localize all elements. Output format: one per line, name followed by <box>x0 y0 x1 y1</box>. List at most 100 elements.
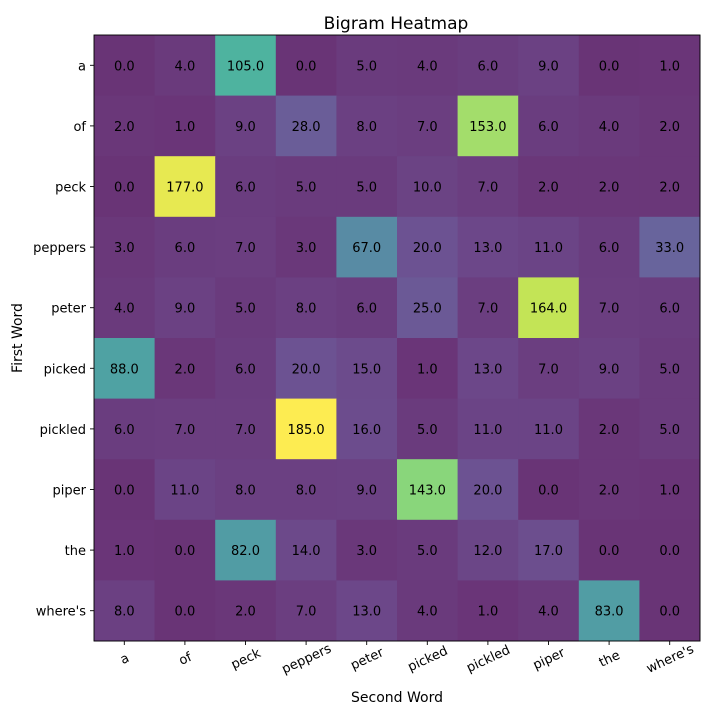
cell-value-label: 5.0 <box>417 544 438 559</box>
heatmap-cell <box>275 519 337 581</box>
heatmap-cell <box>518 35 580 97</box>
x-tick-label: piper <box>531 645 568 673</box>
heatmap-cell <box>457 95 519 157</box>
cell-value-label: 13.0 <box>352 605 381 620</box>
cell-value-label: 2.0 <box>175 362 196 377</box>
heatmap-cell <box>154 459 216 521</box>
heatmap-cell <box>215 35 277 97</box>
cell-value-label: 4.0 <box>417 59 438 74</box>
cell-value-label: 1.0 <box>659 484 680 499</box>
heatmap-cell <box>518 277 580 339</box>
cell-value-label: 1.0 <box>175 120 196 135</box>
cell-value-label: 14.0 <box>292 544 321 559</box>
cell-value-label: 8.0 <box>235 484 256 499</box>
heatmap-cell <box>215 580 277 642</box>
cell-value-label: 2.0 <box>659 181 680 196</box>
cell-value-label: 13.0 <box>473 362 502 377</box>
heatmap-cell <box>639 338 701 400</box>
heatmap-cell <box>639 519 701 581</box>
x-tick-label: the <box>597 648 623 671</box>
heatmap-cell <box>397 156 459 218</box>
heatmap-cell <box>397 398 459 460</box>
cell-value-label: 5.0 <box>356 181 377 196</box>
plot-frame <box>93 34 701 642</box>
cell-value-label: 0.0 <box>659 544 680 559</box>
heatmap-cell <box>94 338 156 400</box>
heatmap-cell <box>578 216 640 278</box>
cell-value-label: 67.0 <box>352 241 381 256</box>
heatmap-cell <box>457 580 519 642</box>
x-tick-label: of <box>177 650 195 669</box>
cell-value-label: 7.0 <box>417 120 438 135</box>
cell-value-label: 15.0 <box>352 362 381 377</box>
heatmap-cell <box>154 277 216 339</box>
heatmap-cell <box>457 35 519 97</box>
x-tick-label: peppers <box>280 641 334 677</box>
cell-value-label: 5.0 <box>417 423 438 438</box>
cell-value-label: 0.0 <box>114 59 135 74</box>
heatmap-cell <box>336 398 398 460</box>
heatmap-cell <box>457 519 519 581</box>
cell-value-label: 12.0 <box>473 544 502 559</box>
cell-value-label: 25.0 <box>413 302 442 317</box>
heatmap-cell <box>397 216 459 278</box>
cell-value-label: 0.0 <box>114 181 135 196</box>
cell-value-label: 5.0 <box>659 362 680 377</box>
cell-value-label: 3.0 <box>296 241 317 256</box>
heatmap-cell <box>94 95 156 157</box>
heatmap-cell <box>518 459 580 521</box>
cell-value-label: 105.0 <box>227 59 264 74</box>
cell-value-label: 1.0 <box>417 362 438 377</box>
cell-value-label: 88.0 <box>110 362 139 377</box>
heatmap-cell <box>215 519 277 581</box>
y-tick-label: piper <box>53 484 87 499</box>
cell-value-label: 7.0 <box>235 241 256 256</box>
heatmap-cell <box>94 459 156 521</box>
cell-value-label: 0.0 <box>599 59 620 74</box>
heatmap-cell <box>154 398 216 460</box>
heatmap-cell <box>154 156 216 218</box>
heatmap-cell <box>397 338 459 400</box>
cell-value-label: 4.0 <box>417 605 438 620</box>
heatmap-cell <box>518 216 580 278</box>
cell-value-label: 4.0 <box>114 302 135 317</box>
cell-value-label: 6.0 <box>114 423 135 438</box>
heatmap-cell <box>578 519 640 581</box>
heatmap-cell <box>397 95 459 157</box>
heatmap-cell <box>578 35 640 97</box>
cell-value-label: 82.0 <box>231 544 260 559</box>
cell-value-label: 7.0 <box>296 605 317 620</box>
cell-value-label: 6.0 <box>599 241 620 256</box>
cell-value-label: 3.0 <box>356 544 377 559</box>
heatmap-cell <box>215 277 277 339</box>
cell-value-label: 0.0 <box>175 544 196 559</box>
cell-value-label: 4.0 <box>538 605 559 620</box>
cell-value-label: 9.0 <box>356 484 377 499</box>
x-axis-title: Second Word <box>351 690 443 706</box>
cell-value-label: 6.0 <box>175 241 196 256</box>
heatmap-cell <box>518 519 580 581</box>
cell-value-label: 7.0 <box>599 302 620 317</box>
y-tick-label: peck <box>55 181 86 196</box>
cell-value-label: 11.0 <box>534 423 563 438</box>
heatmap-cell <box>518 338 580 400</box>
y-tick-label: pickled <box>40 423 86 438</box>
cell-value-label: 11.0 <box>170 484 199 499</box>
cell-value-label: 9.0 <box>599 362 620 377</box>
cell-value-label: 7.0 <box>538 362 559 377</box>
cell-value-label: 6.0 <box>478 59 499 74</box>
heatmap-cell <box>578 156 640 218</box>
heatmap-cell <box>275 277 337 339</box>
cell-value-label: 17.0 <box>534 544 563 559</box>
heatmap-cell <box>94 580 156 642</box>
heatmap-cell <box>94 35 156 97</box>
cell-value-label: 10.0 <box>413 181 442 196</box>
cell-value-label: 16.0 <box>352 423 381 438</box>
cell-value-label: 6.0 <box>356 302 377 317</box>
heatmap-cell <box>94 156 156 218</box>
cell-value-label: 0.0 <box>599 544 620 559</box>
cell-value-label: 8.0 <box>296 302 317 317</box>
cell-value-label: 1.0 <box>114 544 135 559</box>
heatmap-cell <box>336 35 398 97</box>
heatmap-cell <box>639 35 701 97</box>
